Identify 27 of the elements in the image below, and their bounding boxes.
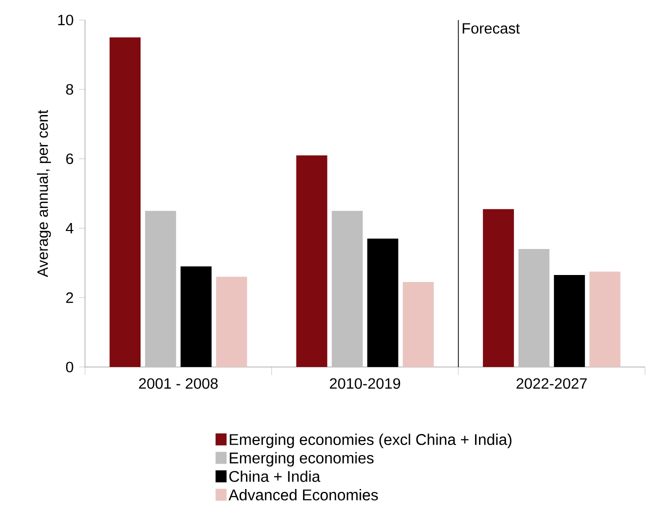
y-tick-label: 6 — [66, 153, 74, 164]
bar — [296, 155, 328, 367]
bar — [145, 210, 176, 367]
legend-label: Emerging economies (excl China + India) — [230, 434, 512, 448]
bar — [180, 266, 212, 367]
legend-label: China + India — [229, 470, 320, 482]
legend-label: Advanced Economies — [228, 489, 378, 500]
y-tick-label: 4 — [66, 223, 74, 234]
annotation: Forecast — [462, 23, 520, 34]
y-tick-label: 8 — [66, 84, 74, 95]
y-tick-label: 10 — [58, 14, 74, 26]
bar — [110, 37, 141, 367]
bar — [402, 282, 434, 367]
x-tick-label: 2022-2027 — [516, 378, 587, 389]
bar — [367, 238, 398, 367]
bar — [216, 276, 248, 367]
bar — [482, 209, 514, 367]
x-tick-label: 2010-2019 — [330, 378, 400, 389]
x-tick-label: 2001 - 2008 — [139, 378, 218, 389]
y-axis-title: Average annual, per cent — [36, 110, 51, 278]
legend-label: Emerging economies — [230, 452, 374, 467]
bar — [589, 272, 620, 367]
bar — [332, 210, 363, 367]
bar — [554, 275, 585, 367]
y-tick-label: 0 — [66, 362, 74, 372]
bar — [518, 249, 550, 367]
y-tick-label: 2 — [66, 292, 74, 303]
